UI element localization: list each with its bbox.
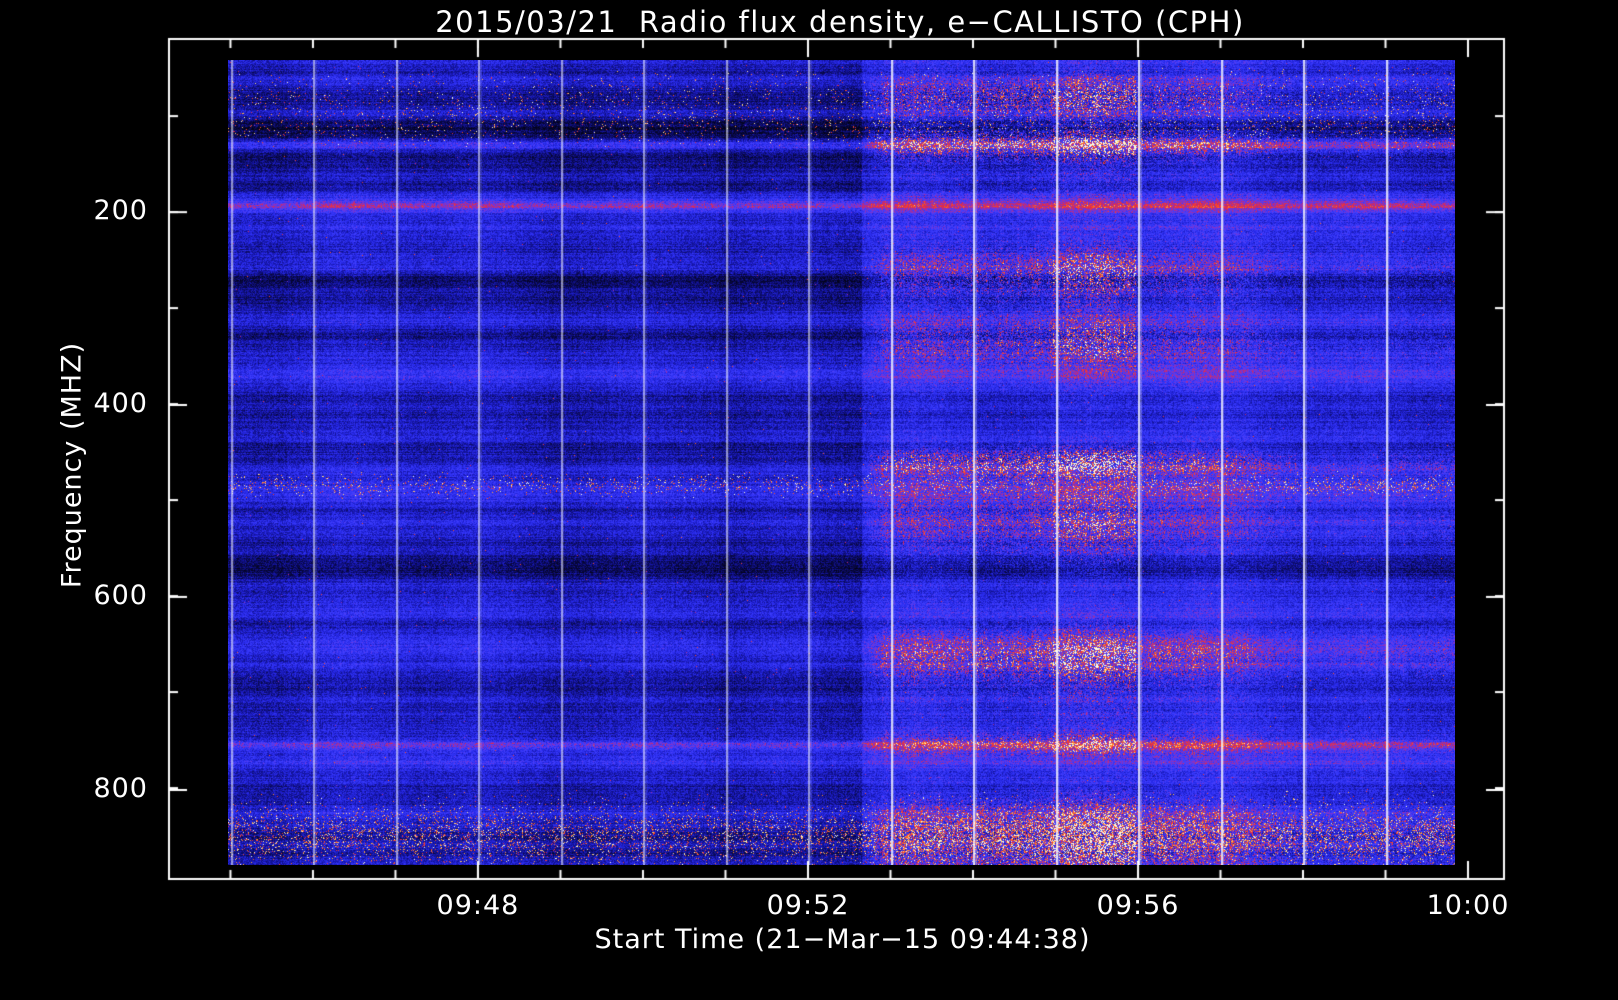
x-tick-label: 10:00 bbox=[1426, 890, 1510, 921]
y-tick-label: 800 bbox=[93, 772, 148, 804]
y-tick-label: 400 bbox=[93, 388, 148, 420]
y-tick-label: 600 bbox=[93, 579, 148, 611]
y-axis-label: Frequency (MHZ) bbox=[56, 341, 88, 589]
x-tick-label: 09:56 bbox=[1096, 890, 1180, 921]
y-tick-label: 200 bbox=[93, 195, 148, 227]
x-tick-label: 09:52 bbox=[766, 890, 850, 921]
x-tick-label: 09:48 bbox=[436, 890, 520, 921]
x-axis-label: Start Time (21−Mar−15 09:44:38) bbox=[594, 924, 1091, 955]
